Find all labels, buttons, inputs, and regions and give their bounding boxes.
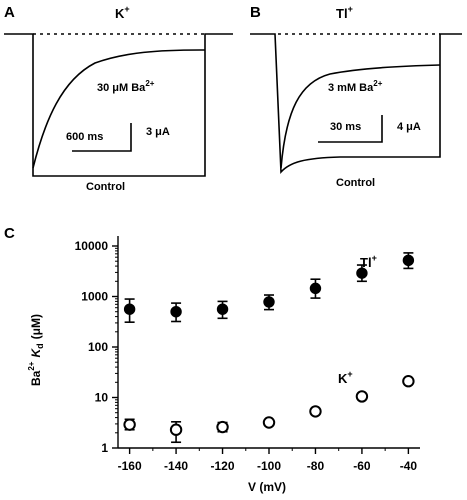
x-tick-label: -100 [257,459,281,473]
y-title-k: K [29,348,43,358]
series-label-k: K+ [338,369,353,386]
data-point-tl [123,303,136,315]
panel-b: B Tl+ 3 mM Ba2+ 30 ms 4 μA Control [250,4,462,189]
panel-c-letter: C [4,225,15,242]
data-point-tl [309,282,322,295]
data-point-k [262,416,276,429]
y-title-sub: d [35,343,45,349]
panel-a-control-label: Control [86,181,125,193]
series-label-tl: Tl+ [360,253,377,270]
svg-text:30 μM Ba2+: 30 μM Ba2+ [97,79,155,94]
data-point-k [309,405,322,418]
panel-b-ba-trace [280,64,441,169]
svg-text:Ba2+Kd(μM): Ba2+ Kd (μM) [27,314,45,386]
x-axis-title: V (mV) [248,480,286,494]
y-tick-label: 1 [101,441,108,455]
svg-text:Tl+: Tl+ [336,4,353,21]
panel-a-letter: A [4,4,15,21]
panel-b-ion: Tl [336,6,348,21]
panel-a-scale-bar [72,123,132,152]
x-tick-label: -40 [400,459,418,473]
y-tick-label: 10000 [75,239,109,253]
data-point-tl [263,296,275,308]
y-title-sup: 2+ [27,361,36,370]
panel-a-current-scale: 3 μA [146,126,170,138]
x-tick-label: -120 [211,459,235,473]
data-point-k [123,418,136,431]
panel-b-time-scale: 30 ms [330,121,361,133]
y-tick-label: 1000 [81,290,108,304]
panel-b-control-trace [250,33,462,174]
panel-a: A K+ 30 μM Ba2+ 600 ms 3 μA Control [4,4,233,193]
y-title-base: Ba [29,370,43,386]
panel-a-ion: K [115,6,125,21]
y-tick-label: 10 [95,391,109,405]
x-axis-ticks: -160 -140 -120 -100 -80 -60 -40 [118,448,418,473]
x-tick-label: -60 [353,459,371,473]
panel-b-trace-label-sup: 2+ [373,79,382,88]
panel-c: C 1 10 100 1000 10000 -160 -140 -120 -100 -80 -60… [4,225,420,494]
y-axis-title: Ba2+ Kd (μM) [27,314,45,386]
panel-a-trace-label-sup: 2+ [145,79,154,88]
svg-text:K+: K+ [115,4,130,21]
panel-b-trace-label: 3 mM Ba [328,82,374,94]
panel-a-trace-label: 30 μM Ba [97,82,146,94]
x-tick-label: -140 [164,459,188,473]
panel-a-ion-sup: + [124,4,129,14]
panel-b-letter: B [250,4,261,21]
data-point-tl [356,267,368,279]
data-point-tl [402,254,415,267]
data-point-k [355,390,369,403]
panel-b-ion-sup: + [348,4,353,14]
y-axis-ticks: 1 10 100 1000 10000 [75,239,118,455]
panel-b-current-scale: 4 μA [397,121,421,133]
panel-a-control-trace [4,33,233,177]
x-tick-label: -160 [118,459,142,473]
y-tick-label: 100 [88,340,108,354]
panel-a-time-scale: 600 ms [66,131,103,143]
panel-b-control-label: Control [336,177,375,189]
data-point-tl [216,303,229,315]
svg-text:3 mM Ba2+: 3 mM Ba2+ [328,79,383,94]
y-title-unit: (μM) [29,314,43,339]
data-point-k [169,423,183,436]
panel-a-ba-trace [32,49,205,169]
data-series [123,252,415,444]
data-point-k [402,375,415,388]
panel-b-scale-bar [318,115,383,143]
x-tick-label: -80 [307,459,325,473]
data-point-k [216,420,229,434]
data-point-tl [170,306,182,318]
